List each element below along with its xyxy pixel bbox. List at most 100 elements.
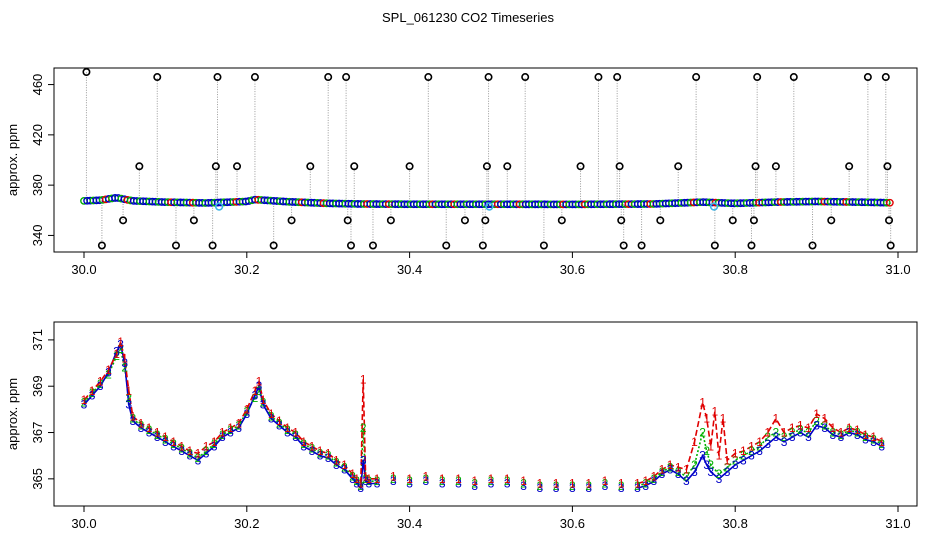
bottom-series-2-marker-7: 2 <box>125 391 132 405</box>
bottom-series-2-marker-45: 2 <box>423 472 430 486</box>
bottom-series-3-marker-85: 3 <box>846 426 853 440</box>
top-cyan-point-2 <box>709 202 719 211</box>
bottom-series-3-marker-47: 3 <box>455 476 462 490</box>
bottom-series-3-marker-17: 3 <box>203 446 210 460</box>
bottom-series-2-marker-35: 2 <box>341 460 348 474</box>
bottom-series-2-marker-22: 2 <box>243 405 250 419</box>
bottom-series-1-marker-2: 1 <box>97 375 104 389</box>
top-baseline-point-258 <box>882 198 891 207</box>
top-outlier-point-9 <box>213 73 222 82</box>
bottom-series-2-marker-27: 2 <box>276 416 283 430</box>
bottom-series-3-marker-64: 3 <box>683 474 690 488</box>
bottom-series-2-marker-26: 2 <box>268 409 275 423</box>
bottom-series-2-marker-44: 2 <box>406 474 413 488</box>
bottom-series-3-marker-51: 3 <box>520 479 527 493</box>
top-outlier-point-5 <box>171 241 180 250</box>
bottom-series-1-marker-17: 1 <box>203 439 210 453</box>
bottom-series-3-marker-83: 3 <box>830 428 837 442</box>
bottom-series-2-marker-69: 2 <box>716 467 723 481</box>
bottom-series-3-marker-7: 3 <box>125 398 132 412</box>
top-outlier-point-7 <box>208 241 217 250</box>
bottom-series-2-marker-4: 2 <box>113 349 120 363</box>
bottom-series-3-marker-75: 3 <box>764 437 771 451</box>
bottom-series-3-marker-87: 3 <box>862 432 869 446</box>
bottom-series-1-marker-69: 1 <box>712 405 719 419</box>
bottom-series-1-marker-7: 1 <box>125 384 132 398</box>
bottom-series-3-marker-53: 3 <box>553 481 560 495</box>
bottom-series-3-marker-28: 3 <box>284 426 291 440</box>
bottom-series-1-marker-91: 1 <box>878 435 885 449</box>
bottom-series-1-marker-32: 1 <box>317 444 324 458</box>
bottom-series-2-marker-21: 2 <box>235 419 242 433</box>
bottom-series-2-marker-75: 2 <box>764 430 771 444</box>
top-outlier-point-58 <box>885 216 894 225</box>
bottom-series-2-marker-19: 2 <box>219 428 226 442</box>
bottom-series-1-marker-70: 1 <box>716 449 723 463</box>
bottom-series-2-marker-16: 2 <box>195 451 202 465</box>
top-outlier-point-43 <box>692 73 701 82</box>
top-outlier-point-14 <box>306 162 315 171</box>
bottom-series-1-marker-74: 1 <box>740 444 747 458</box>
bottom-series-1-marker-28: 1 <box>284 421 291 435</box>
bottom-series-1-marker-14: 1 <box>178 439 185 453</box>
bottom-series-1-marker-1: 1 <box>89 384 96 398</box>
bottom-series-2-marker-23: 2 <box>252 391 259 405</box>
bottom-series-2-marker-79: 2 <box>797 423 804 437</box>
bottom-series-1-marker-30: 1 <box>300 435 307 449</box>
bottom-series-1-marker-43: 1 <box>390 470 397 484</box>
top-outlier-point-34 <box>576 162 585 171</box>
top-outlier-point-45 <box>728 216 737 225</box>
bottom-series-2-marker-30: 2 <box>300 437 307 451</box>
bottom-series-2-marker-38: 2 <box>357 479 364 493</box>
top-outlier-point-56 <box>881 73 890 82</box>
bottom-series-1-marker-68: 1 <box>707 439 714 453</box>
bottom-series-2-marker-65: 2 <box>691 458 698 472</box>
bottom-series-2-marker-72: 2 <box>740 449 747 463</box>
top-outlier-point-36 <box>613 73 622 82</box>
bottom-series-1-marker-37: 1 <box>353 472 360 486</box>
top-outlier-point-23 <box>424 73 433 82</box>
bottom-series-3-marker-6: 3 <box>121 356 128 370</box>
bottom-series-3-marker-20: 3 <box>227 426 234 440</box>
bottom-series-2-marker-50: 2 <box>504 474 511 488</box>
bottom-series-1-marker-65: 1 <box>691 435 698 449</box>
bottom-series-3-marker-65: 3 <box>691 465 698 479</box>
bottom-series-3-marker-12: 3 <box>162 435 169 449</box>
bottom-series-3-marker-30: 3 <box>300 439 307 453</box>
bottom-x-tick-label-2: 30.4 <box>397 516 422 531</box>
top-cyan-point-1 <box>485 202 494 211</box>
top-x-tick-label-1: 30.2 <box>234 262 259 277</box>
bottom-series-3-marker-50: 3 <box>504 476 511 490</box>
bottom-series-3-marker-82: 3 <box>821 421 828 435</box>
bottom-series-2-marker-52: 2 <box>536 479 543 493</box>
bottom-series-1-marker-3: 1 <box>105 363 112 377</box>
top-outlier-point-11 <box>250 73 259 82</box>
bottom-series-3-marker-26: 3 <box>268 412 275 426</box>
bottom-series-line-2 <box>83 347 883 488</box>
bottom-series-2-marker-78: 2 <box>789 426 796 440</box>
bottom-series-1-marker-12: 1 <box>162 430 169 444</box>
bottom-series-1-marker-62: 1 <box>667 458 674 472</box>
bottom-series-1-marker-51: 1 <box>520 474 527 488</box>
bottom-series-2-marker-25: 2 <box>260 395 267 409</box>
bottom-series-3-marker-31: 3 <box>309 444 316 458</box>
bottom-series-1-marker-46: 1 <box>439 472 446 486</box>
bottom-series-1-marker-38: 1 <box>357 476 364 490</box>
bottom-series-3-marker-81: 3 <box>813 419 820 433</box>
top-outlier-point-3 <box>135 162 144 171</box>
bottom-series-2-marker-57: 2 <box>618 479 625 493</box>
bottom-series-2-marker-41: 2 <box>366 474 373 488</box>
bottom-series-3-marker-48: 3 <box>471 479 478 493</box>
bottom-series-2-marker-5: 2 <box>117 342 124 356</box>
bottom-series-2-marker-29: 2 <box>292 428 299 442</box>
bottom-series-1-marker-72: 1 <box>724 453 731 467</box>
bottom-series-1-marker-29: 1 <box>292 426 299 440</box>
bottom-series-1-marker-60: 1 <box>650 470 657 484</box>
bottom-series-1-marker-33: 1 <box>325 446 332 460</box>
bottom-y-axis: 365 367 369 371 <box>30 329 54 490</box>
bottom-series-2-marker-61: 2 <box>659 465 666 479</box>
bottom-series-3-marker-80: 3 <box>805 430 812 444</box>
bottom-series-2-marker-0: 2 <box>81 395 88 409</box>
top-outlier-point-31 <box>521 73 530 82</box>
